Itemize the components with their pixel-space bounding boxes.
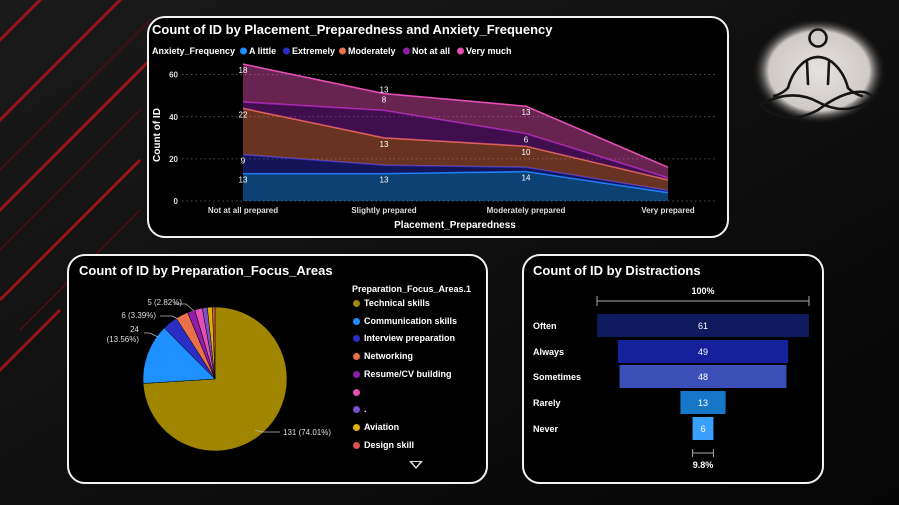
pie-legend-marker bbox=[353, 406, 360, 413]
pie-legend-marker bbox=[353, 353, 360, 360]
pie-legend-marker bbox=[353, 389, 360, 396]
pie-legend-marker bbox=[353, 371, 360, 378]
pie-legend-label: Design skill bbox=[364, 440, 414, 450]
pie-legend-item[interactable]: Interview preparation bbox=[353, 333, 455, 343]
pie-chart-title: Count of ID by Preparation_Focus_Areas bbox=[79, 263, 333, 278]
meditation-icon bbox=[752, 18, 886, 124]
legend-scroll-down-icon-inner bbox=[412, 462, 420, 467]
pie-legend-label: Networking bbox=[364, 351, 413, 361]
pie-legend-item[interactable]: Aviation bbox=[353, 422, 399, 432]
pie-legend-title: Preparation_Focus_Areas.1 bbox=[352, 284, 471, 294]
pie-legend-item[interactable] bbox=[353, 387, 364, 397]
pie-legend-marker bbox=[353, 318, 360, 325]
pie-legend-label: Technical skills bbox=[364, 298, 430, 308]
pie-legend-marker bbox=[353, 335, 360, 342]
pie-legend-item[interactable]: Networking bbox=[353, 351, 413, 361]
funnel-chart-panel bbox=[522, 254, 824, 484]
pie-legend-marker bbox=[353, 424, 360, 431]
pie-legend-item[interactable]: . bbox=[353, 404, 367, 414]
pie-legend-label: . bbox=[364, 404, 367, 414]
pie-legend-label: Interview preparation bbox=[364, 333, 455, 343]
pie-legend-label: Communication skills bbox=[364, 316, 457, 326]
pie-legend-item[interactable]: Communication skills bbox=[353, 316, 457, 326]
funnel-chart-title: Count of ID by Distractions bbox=[533, 263, 701, 278]
area-chart-title: Count of ID by Placement_Preparedness an… bbox=[152, 22, 552, 37]
pie-legend-label: Resume/CV building bbox=[364, 369, 452, 379]
pie-legend-item[interactable]: Resume/CV building bbox=[353, 369, 452, 379]
pie-legend-item[interactable]: Design skill bbox=[353, 440, 414, 450]
pie-legend-label: Aviation bbox=[364, 422, 399, 432]
pie-legend-marker bbox=[353, 300, 360, 307]
pie-legend-marker bbox=[353, 442, 360, 449]
area-chart-panel bbox=[147, 16, 729, 238]
pie-legend-item[interactable]: Technical skills bbox=[353, 298, 430, 308]
